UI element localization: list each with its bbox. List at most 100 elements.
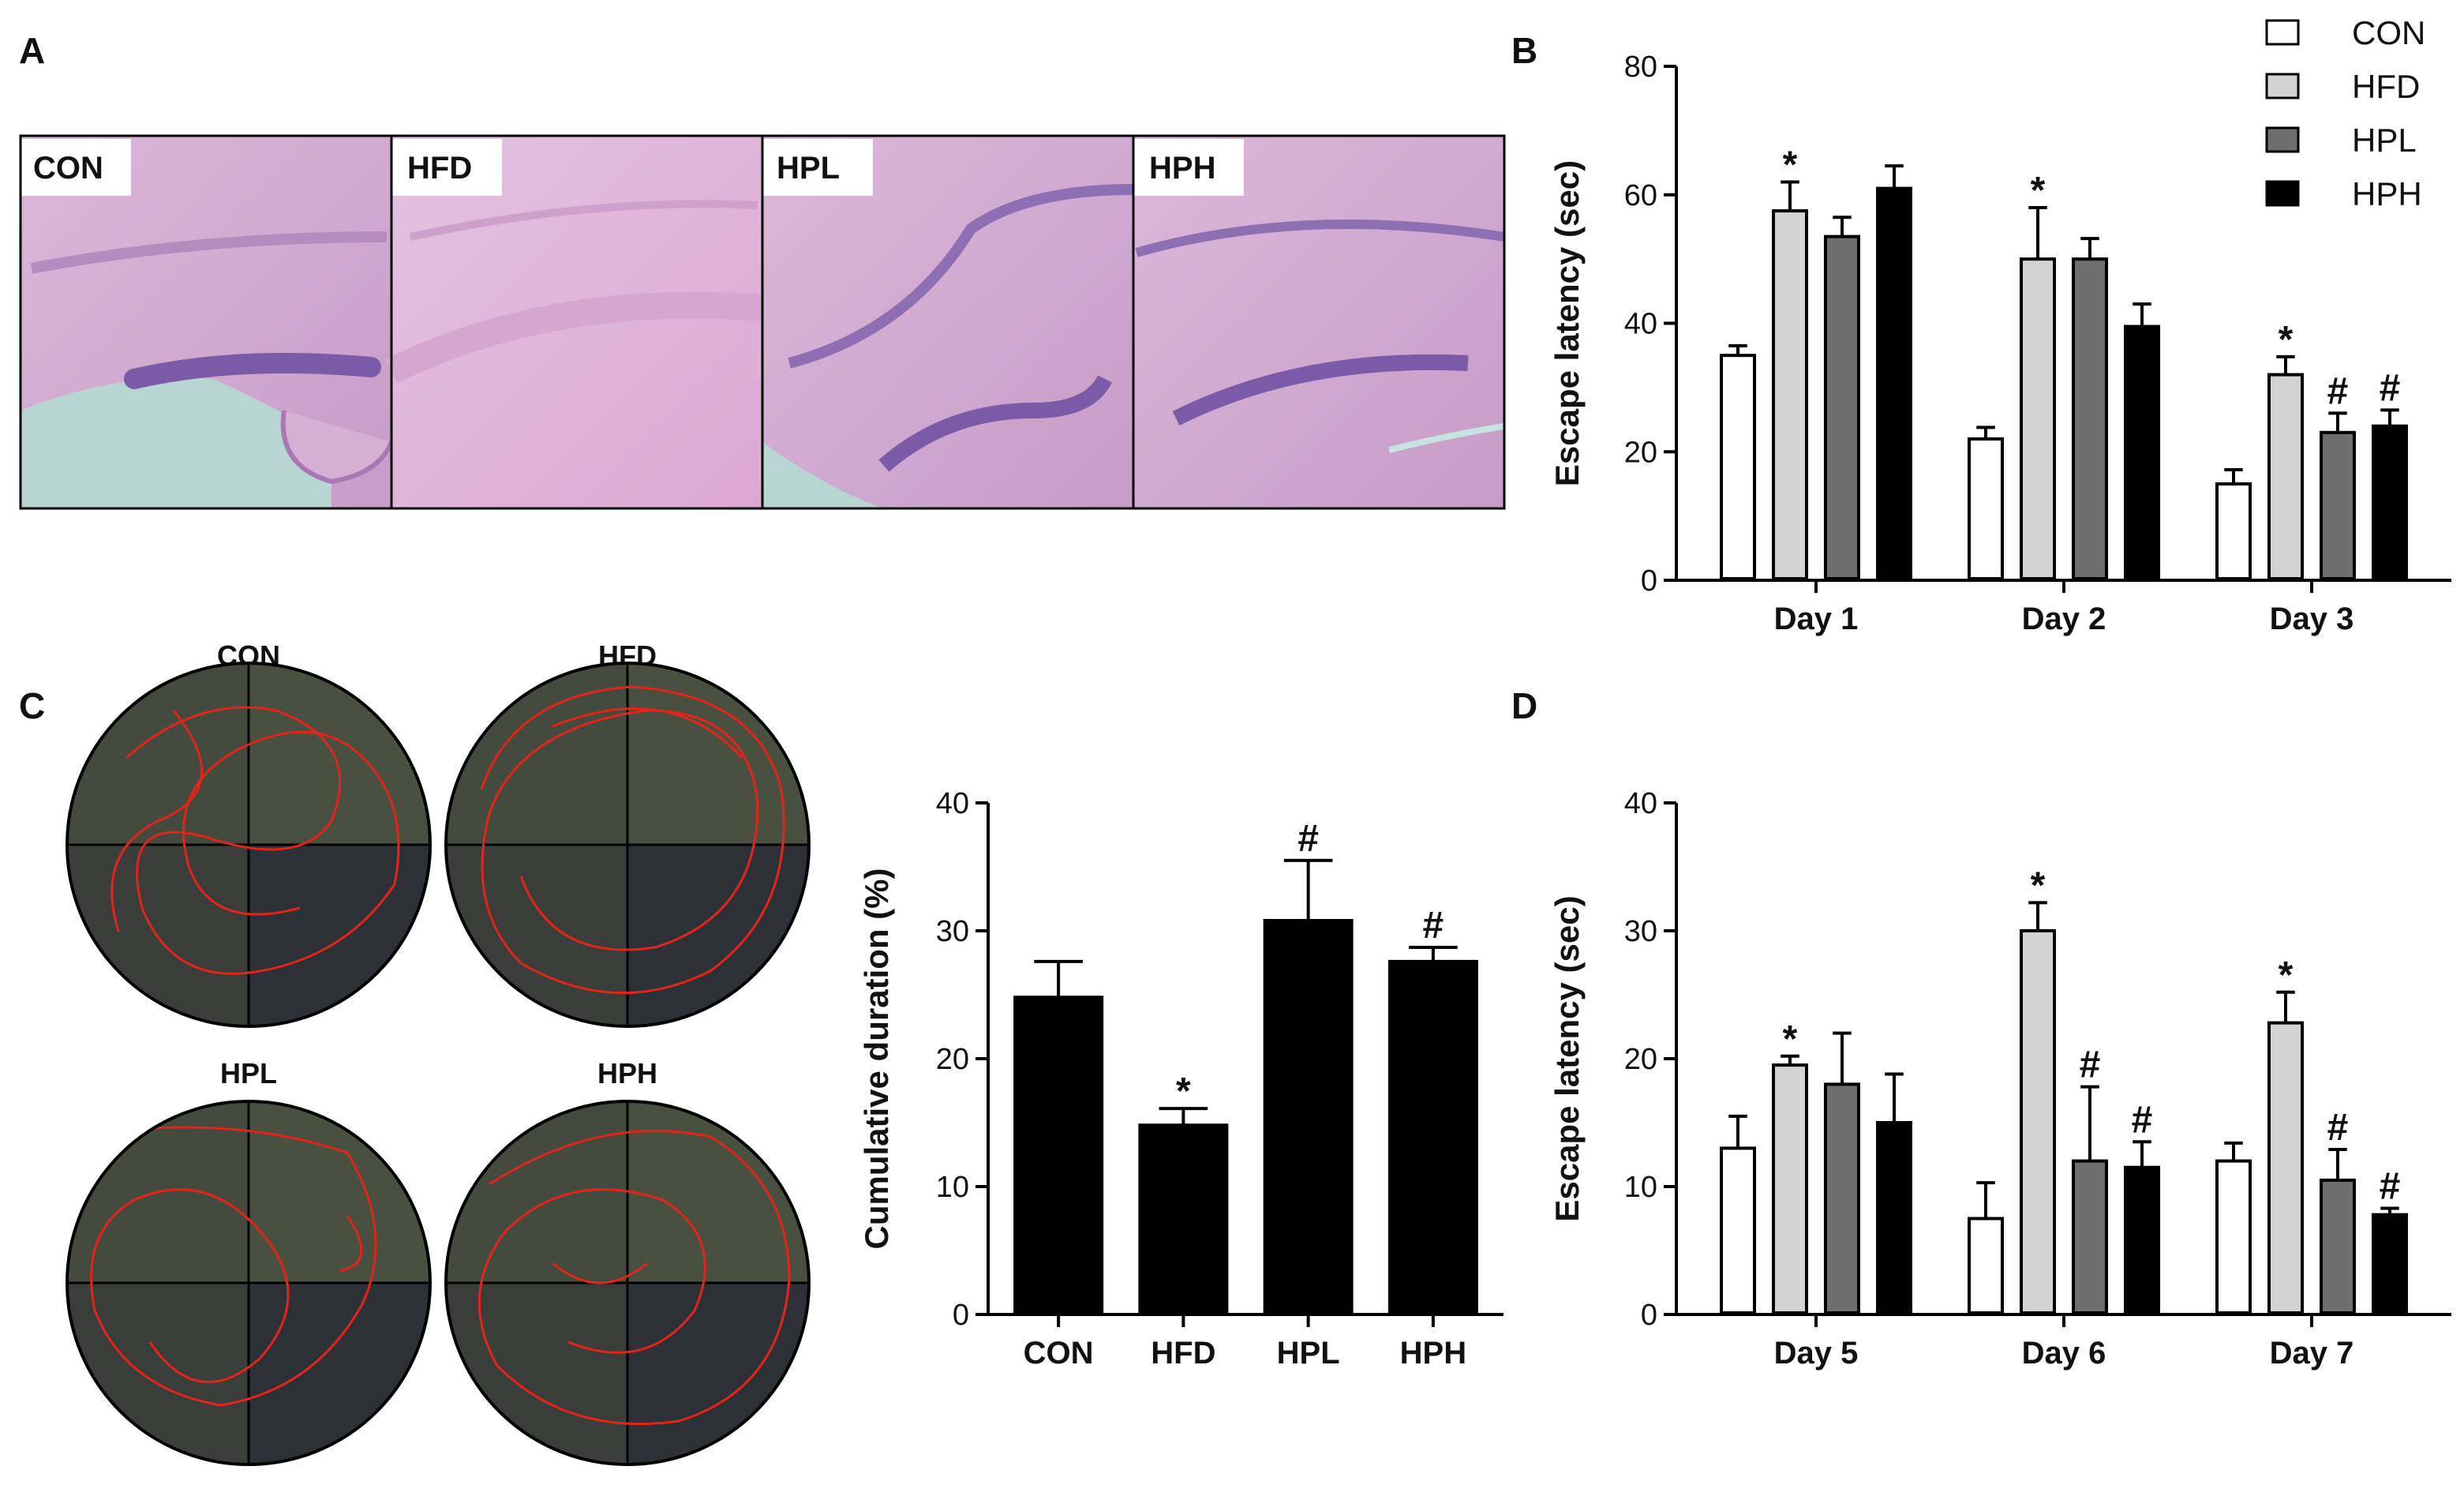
bar-hpl <box>2072 1159 2108 1314</box>
ventricle-space <box>21 377 331 508</box>
y-tick-label: 40 <box>1624 308 1657 341</box>
bar-con <box>2215 1159 2252 1314</box>
x-tick-label: CON <box>1024 1336 1094 1371</box>
y-tick-label: 10 <box>1624 1171 1657 1204</box>
histology-image-hph: HPH <box>1133 136 1505 508</box>
significance-hash: # <box>2132 1099 2153 1141</box>
histology-image-hfd: HFD <box>385 136 764 508</box>
ca-layer-upper <box>409 200 758 241</box>
x-tick-label: Day 7 <box>2270 1336 2354 1371</box>
maze-label-hpl: HPL <box>220 1057 277 1089</box>
y-tick-label: 80 <box>1624 51 1657 84</box>
bar-hfd <box>2267 373 2304 580</box>
bar <box>1387 959 1478 1314</box>
significance-hash: # <box>2380 367 2401 409</box>
y-tick-label: 20 <box>936 1043 969 1076</box>
y-tick-label: 20 <box>1624 1043 1657 1076</box>
ca-layer <box>30 231 388 274</box>
bar-hph <box>1876 186 1912 581</box>
bar-hfd <box>2267 1021 2304 1314</box>
significance-hash: # <box>2380 1166 2401 1208</box>
legend-swatch-hph <box>2265 180 2300 207</box>
bar-hpl <box>2072 257 2108 580</box>
bar-hph <box>2372 424 2408 581</box>
y-axis-title: Cumulative duration (%) <box>858 868 895 1249</box>
ca-layer <box>788 184 1134 369</box>
dentate-gyrus <box>1172 354 1469 426</box>
y-tick-label: 30 <box>1624 915 1657 948</box>
y-tick-label: 0 <box>953 1299 969 1332</box>
bar-con <box>1968 1217 2004 1314</box>
bar-hph <box>1876 1121 1912 1314</box>
chart-b: 0 20 40 60 80 Day 1 Day 2 Day 3 * * * # # Escape late… <box>1548 51 2451 636</box>
significance-star: * <box>2031 864 2046 906</box>
x-tick-label: Day 1 <box>1774 602 1859 636</box>
x-tick-label: Day 5 <box>1774 1336 1859 1371</box>
x-tick-label: Day 6 <box>2022 1336 2106 1371</box>
legend-swatch-con <box>2265 19 2300 46</box>
bar-hpl <box>2320 1178 2356 1315</box>
bar <box>1263 919 1354 1315</box>
bar-con <box>2215 482 2252 580</box>
y-tick-label: 10 <box>936 1171 969 1204</box>
panel-d-letter: D <box>1511 685 1537 726</box>
legend-label-hfd: HFD <box>2352 68 2420 105</box>
histology-label-con: CON <box>33 151 103 186</box>
maze-tracks: CON HFD HPL HPH <box>66 639 811 1466</box>
dentate-gyrus <box>124 353 381 389</box>
y-tick-label: 30 <box>936 915 969 948</box>
swim-path <box>480 685 785 995</box>
significance-hash: # <box>2327 370 2349 412</box>
bar-hpl <box>1824 1082 1860 1315</box>
histology-image-con: CON <box>21 136 394 508</box>
histology-image-hpl: HPL <box>762 136 1134 508</box>
ca-layer <box>385 291 764 384</box>
bar-hfd <box>2020 929 2056 1314</box>
legend-swatch-hfd <box>2265 73 2300 99</box>
swim-path <box>110 706 400 975</box>
bar <box>1138 1123 1229 1314</box>
x-tick-label: HPH <box>1400 1336 1466 1371</box>
chart-d: 0 10 20 30 40 Day 5 Day 6 Day 7 * * * # # # # Escape la… <box>1548 787 2451 1371</box>
bar-hfd <box>2020 257 2056 580</box>
histology-label-hpl: HPL <box>777 151 840 186</box>
y-axis-title: Escape latency (sec) <box>1548 895 1586 1221</box>
maze-hfd <box>444 662 811 1028</box>
y-tick-label: 20 <box>1624 436 1657 469</box>
legend-label-hpl: HPL <box>2352 122 2417 159</box>
tissue-fold <box>280 410 394 485</box>
swim-path <box>90 1126 377 1407</box>
significance-star: * <box>2031 170 2046 212</box>
bar-hpl <box>2320 430 2356 581</box>
bar-hpl <box>1824 234 1860 580</box>
maze-hph <box>444 1100 811 1466</box>
significance-star: * <box>1783 1018 1798 1060</box>
swim-path <box>477 1130 791 1426</box>
bar-hph <box>2124 324 2160 580</box>
significance-hash: # <box>2327 1107 2349 1149</box>
y-tick-label: 0 <box>1641 1299 1657 1332</box>
significance-hash: # <box>1423 905 1444 947</box>
x-tick-label: HPL <box>1277 1336 1340 1371</box>
y-tick-label: 60 <box>1624 179 1657 212</box>
ventricle-space <box>762 442 884 508</box>
bar-hph <box>2372 1213 2408 1315</box>
significance-hash: # <box>1298 818 1319 860</box>
y-axis-title: Escape latency (sec) <box>1548 160 1586 486</box>
maze-hpl <box>66 1100 432 1466</box>
panel-a-letter: A <box>19 30 45 71</box>
bar-hph <box>2124 1165 2160 1314</box>
panel-b-letter: B <box>1511 30 1537 71</box>
significance-hash: # <box>2080 1044 2101 1086</box>
maze-con <box>66 662 432 1028</box>
legend-swatch-hpl <box>2265 126 2300 153</box>
histology-strip: CON HFD HPL HPH <box>19 134 1506 510</box>
significance-star: * <box>1783 144 1798 186</box>
y-tick-label: 40 <box>1624 787 1657 820</box>
dentate-gyrus <box>878 375 1112 472</box>
vessel <box>1388 423 1505 453</box>
bar-hfd <box>1772 209 1808 580</box>
legend: CON HFD HPL HPH <box>2265 14 2425 212</box>
legend-label-con: CON <box>2352 14 2425 51</box>
